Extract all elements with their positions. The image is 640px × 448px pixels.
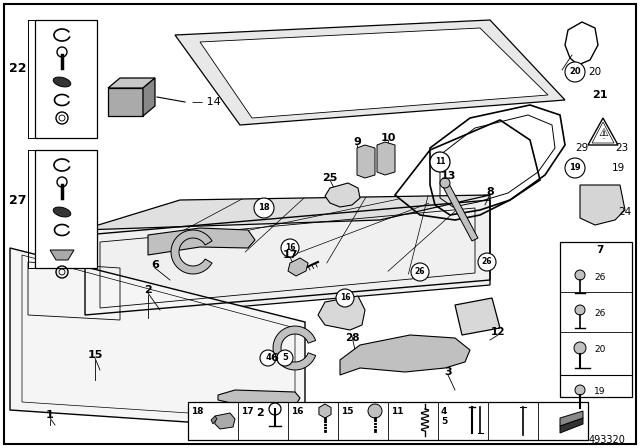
- Polygon shape: [319, 404, 331, 418]
- Polygon shape: [560, 418, 583, 433]
- Polygon shape: [325, 183, 360, 207]
- Text: 11: 11: [391, 407, 403, 416]
- Polygon shape: [377, 142, 395, 175]
- Text: 20: 20: [588, 67, 602, 77]
- Text: 26: 26: [595, 273, 605, 283]
- Circle shape: [440, 178, 450, 188]
- Circle shape: [565, 158, 585, 178]
- Text: 10: 10: [380, 133, 396, 143]
- Text: 25: 25: [323, 173, 338, 183]
- Text: — 14: — 14: [192, 97, 221, 107]
- Polygon shape: [318, 296, 365, 330]
- Text: 19: 19: [595, 388, 605, 396]
- Text: 24: 24: [618, 207, 632, 217]
- Text: 1: 1: [46, 410, 54, 420]
- Text: 28: 28: [345, 333, 359, 343]
- Text: 4
5: 4 5: [441, 407, 447, 426]
- Text: 22: 22: [9, 61, 27, 74]
- Text: 17: 17: [241, 407, 253, 416]
- Text: 16: 16: [340, 293, 350, 302]
- Circle shape: [574, 342, 586, 354]
- Text: 2: 2: [256, 408, 264, 418]
- Text: 13: 13: [440, 171, 456, 181]
- Text: 5: 5: [282, 353, 288, 362]
- Text: 4: 4: [265, 353, 271, 362]
- Text: 23: 23: [616, 143, 628, 153]
- Circle shape: [281, 239, 299, 257]
- Polygon shape: [10, 248, 305, 430]
- Polygon shape: [148, 228, 255, 255]
- Polygon shape: [175, 20, 565, 125]
- Text: 6: 6: [270, 353, 278, 363]
- Circle shape: [430, 152, 450, 172]
- Polygon shape: [273, 326, 316, 370]
- Text: 12: 12: [491, 327, 505, 337]
- Circle shape: [254, 198, 274, 218]
- Text: 15: 15: [341, 407, 353, 416]
- Polygon shape: [560, 411, 583, 426]
- Text: 493320: 493320: [588, 435, 625, 445]
- Text: ⚠: ⚠: [598, 128, 608, 138]
- Text: !: !: [601, 131, 605, 141]
- Text: 6: 6: [151, 260, 159, 270]
- Polygon shape: [200, 28, 548, 118]
- Circle shape: [478, 253, 496, 271]
- Polygon shape: [288, 258, 308, 276]
- Bar: [35, 20, 97, 138]
- Text: 29: 29: [575, 143, 589, 153]
- Text: 7: 7: [596, 245, 604, 255]
- Text: 11: 11: [435, 158, 445, 167]
- Polygon shape: [218, 390, 300, 406]
- Polygon shape: [82, 195, 490, 230]
- Text: 15: 15: [87, 350, 102, 360]
- Polygon shape: [455, 298, 500, 335]
- Text: 18: 18: [191, 407, 204, 416]
- Text: 16: 16: [291, 407, 303, 416]
- Text: 26: 26: [415, 267, 425, 276]
- Text: 17: 17: [282, 250, 298, 260]
- Text: 21: 21: [592, 90, 608, 100]
- Polygon shape: [357, 145, 375, 178]
- Ellipse shape: [53, 77, 71, 87]
- Text: 8: 8: [486, 187, 494, 197]
- Text: 18: 18: [258, 203, 270, 212]
- Bar: [35, 150, 97, 268]
- Polygon shape: [588, 118, 618, 145]
- Text: 16: 16: [285, 244, 295, 253]
- Text: 19: 19: [569, 164, 581, 172]
- Text: 20: 20: [595, 345, 605, 354]
- Polygon shape: [82, 195, 490, 320]
- Text: 20: 20: [569, 68, 581, 77]
- Polygon shape: [143, 78, 155, 116]
- Text: 9: 9: [353, 137, 361, 147]
- Bar: [108, 88, 143, 116]
- Circle shape: [260, 350, 276, 366]
- Polygon shape: [108, 78, 155, 88]
- Circle shape: [575, 385, 585, 395]
- Text: 27: 27: [9, 194, 27, 207]
- Polygon shape: [580, 185, 625, 225]
- Circle shape: [411, 263, 429, 281]
- Text: 26: 26: [595, 309, 605, 318]
- Polygon shape: [215, 413, 235, 429]
- Bar: [188, 402, 588, 440]
- Text: 19: 19: [611, 163, 625, 173]
- Bar: [560, 242, 632, 397]
- Polygon shape: [340, 335, 470, 375]
- Circle shape: [368, 404, 382, 418]
- Text: 3: 3: [444, 367, 452, 377]
- Circle shape: [336, 289, 354, 307]
- Polygon shape: [442, 182, 478, 241]
- Ellipse shape: [53, 207, 71, 217]
- Text: 2: 2: [144, 285, 152, 295]
- Circle shape: [575, 270, 585, 280]
- Polygon shape: [50, 250, 74, 260]
- Circle shape: [277, 350, 293, 366]
- Polygon shape: [171, 230, 212, 274]
- Circle shape: [565, 62, 585, 82]
- Polygon shape: [211, 416, 217, 424]
- Text: 26: 26: [482, 258, 492, 267]
- Circle shape: [575, 305, 585, 315]
